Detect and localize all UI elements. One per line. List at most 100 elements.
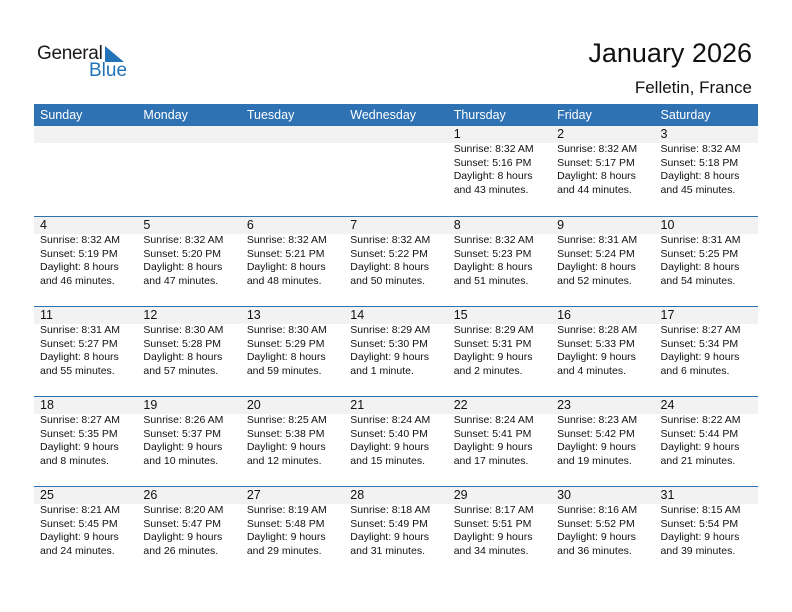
- week-row: 18 Sunrise: 8:27 AM Sunset: 5:35 PM Dayligh…: [34, 396, 758, 486]
- sunrise: Sunrise: 8:20 AM: [143, 504, 224, 516]
- weekday-header: Sunday Monday Tuesday Wednesday Thursday…: [34, 104, 758, 126]
- sunset: Sunset: 5:41 PM: [453, 427, 532, 440]
- sunset: Sunset: 5:54 PM: [660, 517, 739, 530]
- day-number: 20: [246, 398, 261, 412]
- weekday-sunday: Sunday: [40, 108, 83, 122]
- daylight-minutes: and 59 minutes.: [246, 364, 322, 377]
- daylight: Daylight: 8 hours: [246, 261, 326, 273]
- day-number: 28: [350, 488, 365, 502]
- daylight: Daylight: 9 hours: [557, 441, 636, 453]
- daylight-minutes: and 1 minute.: [350, 364, 414, 377]
- day-cell: 2 Sunrise: 8:32 AM Sunset: 5:17 PM Daylight…: [551, 126, 654, 216]
- weekday-thursday: Thursday: [453, 108, 506, 122]
- sunset: Sunset: 5:25 PM: [660, 247, 739, 260]
- day-cell: 31 Sunrise: 8:15 AM Sunset: 5:54 PM Dayligh…: [655, 487, 758, 576]
- day-number: 30: [557, 488, 572, 502]
- day-number: 24: [660, 398, 675, 412]
- daylight-minutes: and 47 minutes.: [143, 274, 219, 287]
- sunrise: Sunrise: 8:30 AM: [143, 324, 224, 336]
- daylight-minutes: and 51 minutes.: [453, 274, 529, 287]
- daylight-minutes: and 8 minutes.: [40, 454, 109, 467]
- logo: General Blue: [37, 43, 127, 81]
- day-number: 1: [453, 127, 461, 141]
- sunrise: Sunrise: 8:16 AM: [557, 504, 638, 516]
- daylight: Daylight: 9 hours: [143, 531, 223, 543]
- day-cell: 26 Sunrise: 8:20 AM Sunset: 5:47 PM Dayligh…: [137, 487, 240, 576]
- day-number: 21: [350, 398, 365, 412]
- day-number: 12: [143, 308, 158, 322]
- daylight-minutes: and 57 minutes.: [143, 364, 219, 377]
- sunrise: Sunrise: 8:29 AM: [350, 324, 431, 336]
- sunset: Sunset: 5:37 PM: [143, 427, 222, 440]
- sunset: Sunset: 5:52 PM: [557, 517, 635, 530]
- daylight-minutes: and 43 minutes.: [453, 183, 529, 196]
- day-number: 26: [143, 488, 158, 502]
- day-cell: 13 Sunrise: 8:30 AM Sunset: 5:29 PM Dayligh…: [241, 307, 344, 396]
- sunset: Sunset: 5:19 PM: [40, 247, 118, 260]
- sunset: Sunset: 5:16 PM: [453, 156, 532, 169]
- daylight-minutes: and 52 minutes.: [557, 274, 632, 287]
- daylight: Daylight: 9 hours: [246, 441, 326, 453]
- daylight: Daylight: 8 hours: [143, 261, 223, 273]
- sunset: Sunset: 5:38 PM: [246, 427, 325, 440]
- daylight-minutes: and 17 minutes.: [453, 454, 529, 467]
- daylight: Daylight: 8 hours: [557, 170, 636, 182]
- daylight: Daylight: 9 hours: [350, 441, 430, 453]
- day-number: 22: [453, 398, 468, 412]
- week-row: 4 Sunrise: 8:32 AM Sunset: 5:19 PM Daylight…: [34, 216, 758, 306]
- daylight: Daylight: 8 hours: [40, 261, 119, 273]
- sunrise: Sunrise: 8:27 AM: [660, 324, 741, 336]
- weekday-tuesday: Tuesday: [246, 108, 295, 122]
- sunrise: Sunrise: 8:31 AM: [660, 234, 741, 246]
- daylight-minutes: and 10 minutes.: [143, 454, 219, 467]
- daylight: Daylight: 9 hours: [40, 531, 119, 543]
- sunrise: Sunrise: 8:32 AM: [557, 143, 638, 155]
- day-number: 15: [453, 308, 468, 322]
- sunrise: Sunrise: 8:23 AM: [557, 414, 638, 426]
- daylight: Daylight: 9 hours: [660, 441, 740, 453]
- day-cell: 25 Sunrise: 8:21 AM Sunset: 5:45 PM Dayligh…: [34, 487, 137, 576]
- sunrise: Sunrise: 8:19 AM: [246, 504, 327, 516]
- day-cell: 22 Sunrise: 8:24 AM Sunset: 5:41 PM Dayligh…: [448, 397, 551, 486]
- day-cell: 7 Sunrise: 8:32 AM Sunset: 5:22 PM Daylight…: [344, 217, 447, 306]
- weekday-saturday: Saturday: [660, 108, 711, 122]
- location: Felletin, France: [634, 78, 752, 97]
- day-cell: 28 Sunrise: 8:18 AM Sunset: 5:49 PM Dayligh…: [344, 487, 447, 576]
- sunrise: Sunrise: 8:32 AM: [40, 234, 120, 246]
- daylight-minutes: and 21 minutes.: [660, 454, 736, 467]
- daylight-minutes: and 31 minutes.: [350, 544, 425, 557]
- sunset: Sunset: 5:47 PM: [143, 517, 222, 530]
- empty-cell: [241, 126, 344, 216]
- daylight: Daylight: 8 hours: [143, 351, 223, 363]
- daylight-minutes: and 50 minutes.: [350, 274, 425, 287]
- day-number: 25: [40, 488, 54, 502]
- logo-general: General: [37, 43, 103, 64]
- daylight: Daylight: 9 hours: [143, 441, 223, 453]
- sunrise: Sunrise: 8:30 AM: [246, 324, 327, 336]
- weekday-friday: Friday: [557, 108, 592, 122]
- day-cell: 17 Sunrise: 8:27 AM Sunset: 5:34 PM Dayligh…: [655, 307, 758, 396]
- day-cell: 30 Sunrise: 8:16 AM Sunset: 5:52 PM Dayligh…: [551, 487, 654, 576]
- day-number: 7: [350, 218, 358, 232]
- day-cell: 20 Sunrise: 8:25 AM Sunset: 5:38 PM Dayligh…: [241, 397, 344, 486]
- day-number: 29: [453, 488, 468, 502]
- logo-blue: Blue: [89, 60, 128, 81]
- sunset: Sunset: 5:22 PM: [350, 247, 428, 260]
- day-cell: 16 Sunrise: 8:28 AM Sunset: 5:33 PM Dayligh…: [551, 307, 654, 396]
- daylight: Daylight: 9 hours: [557, 531, 636, 543]
- sunset: Sunset: 5:30 PM: [350, 337, 428, 350]
- sunset: Sunset: 5:51 PM: [453, 517, 532, 530]
- day-cell: 21 Sunrise: 8:24 AM Sunset: 5:40 PM Dayligh…: [344, 397, 447, 486]
- sunset: Sunset: 5:34 PM: [660, 337, 739, 350]
- day-number: 11: [40, 308, 53, 322]
- daylight: Daylight: 8 hours: [453, 261, 533, 273]
- sunset: Sunset: 5:44 PM: [660, 427, 739, 440]
- day-number: 16: [557, 308, 572, 322]
- week-row: 25 Sunrise: 8:21 AM Sunset: 5:45 PM Dayligh…: [34, 486, 758, 576]
- page-title: January 2026: [588, 38, 752, 68]
- daylight-minutes: and 34 minutes.: [453, 544, 529, 557]
- day-cell: 10 Sunrise: 8:31 AM Sunset: 5:25 PM Dayligh…: [655, 217, 758, 306]
- daylight-minutes: and 12 minutes.: [246, 454, 322, 467]
- sunrise: Sunrise: 8:29 AM: [453, 324, 534, 336]
